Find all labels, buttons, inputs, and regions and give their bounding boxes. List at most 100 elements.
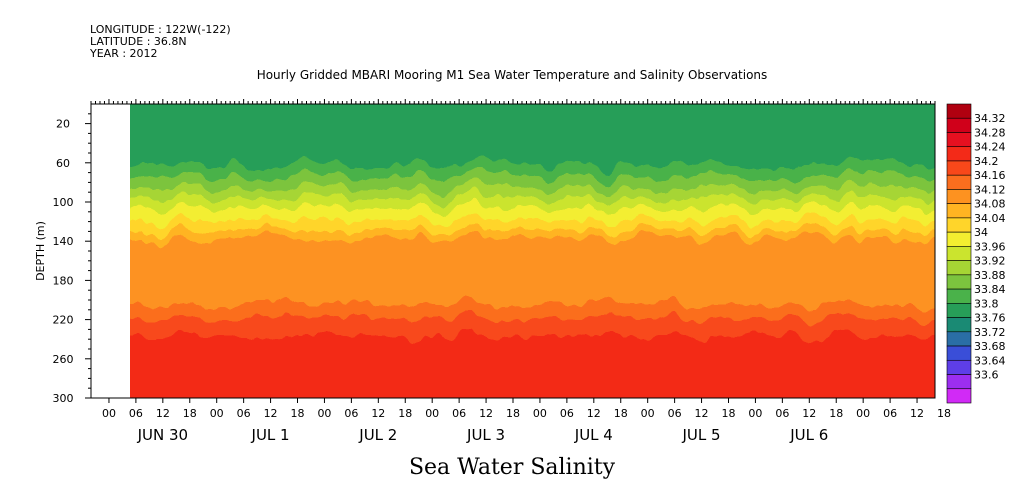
heatmap-band bbox=[130, 386, 936, 389]
x-hour-tick-label: 06 bbox=[129, 407, 143, 420]
heatmap-band bbox=[130, 292, 936, 295]
heatmap-band bbox=[130, 174, 936, 177]
heatmap-band bbox=[130, 238, 936, 241]
heatmap-band bbox=[130, 256, 936, 259]
heatmap-band bbox=[130, 272, 936, 275]
heatmap-band bbox=[130, 312, 936, 315]
x-day-label: JUL 1 bbox=[251, 426, 290, 444]
x-hour-tick-label: 06 bbox=[668, 407, 682, 420]
heatmap-band bbox=[130, 392, 936, 395]
colorbar-label: 34 bbox=[974, 226, 988, 239]
colorbar-swatch bbox=[946, 374, 972, 390]
heatmap-band bbox=[130, 310, 936, 313]
heatmap-band bbox=[130, 152, 936, 155]
colorbar-swatch bbox=[946, 203, 972, 219]
heatmap-band bbox=[130, 274, 936, 277]
heatmap-band bbox=[130, 186, 936, 189]
heatmap-band bbox=[130, 278, 936, 281]
heatmap-band bbox=[130, 196, 936, 199]
heatmap-band bbox=[130, 212, 936, 215]
colorbar-swatch bbox=[946, 189, 972, 204]
heatmap-band bbox=[130, 240, 936, 243]
heatmap-band bbox=[130, 230, 936, 233]
heatmap-band bbox=[130, 388, 936, 391]
heatmap-band bbox=[130, 148, 936, 151]
heatmap-band bbox=[130, 304, 936, 307]
heatmap-band bbox=[130, 168, 936, 171]
heatmap-band bbox=[130, 144, 936, 147]
heatmap-band bbox=[110, 100, 955, 103]
x-hour-tick-label: 18 bbox=[183, 407, 197, 420]
x-day-label: JUL 3 bbox=[466, 426, 505, 444]
colorbar-swatch bbox=[946, 331, 972, 347]
heatmap-band bbox=[130, 390, 936, 393]
x-hour-tick-label: 18 bbox=[398, 407, 412, 420]
year-label: YEAR : 2012 bbox=[90, 47, 158, 60]
x-hour-tick-label: 18 bbox=[829, 407, 843, 420]
heatmap-band bbox=[110, 96, 955, 99]
heatmap-band bbox=[130, 336, 936, 339]
x-hour-tick-label: 06 bbox=[775, 407, 789, 420]
heatmap-band bbox=[130, 178, 936, 181]
heatmap-band bbox=[130, 250, 936, 253]
heatmap-band bbox=[130, 394, 936, 397]
colorbar-swatch bbox=[946, 345, 972, 361]
heatmap-band bbox=[130, 364, 936, 367]
x-hour-tick-label: 06 bbox=[560, 407, 574, 420]
heatmap-band bbox=[130, 210, 936, 213]
heatmap-band bbox=[130, 234, 936, 237]
colorbar-label: 33.76 bbox=[974, 312, 1006, 325]
colorbar-label: 33.84 bbox=[974, 283, 1006, 296]
heatmap-band bbox=[130, 316, 936, 319]
colorbar-label: 33.68 bbox=[974, 340, 1006, 353]
heatmap-band bbox=[130, 322, 936, 325]
heatmap-band bbox=[130, 252, 936, 255]
heatmap-band bbox=[110, 90, 955, 93]
y-tick-label: 300 bbox=[53, 392, 74, 405]
heatmap-band bbox=[130, 172, 936, 175]
heatmap-band bbox=[130, 330, 936, 333]
heatmap-band bbox=[130, 352, 936, 355]
heatmap-band bbox=[130, 220, 936, 223]
x-hour-tick-label: 12 bbox=[156, 407, 170, 420]
heatmap-band bbox=[110, 400, 955, 403]
heatmap-band bbox=[130, 338, 936, 341]
heatmap-band bbox=[130, 348, 936, 351]
heatmap-band bbox=[130, 242, 936, 245]
heatmap-band bbox=[130, 372, 936, 375]
colorbar-label: 33.6 bbox=[974, 369, 999, 382]
heatmap-field bbox=[110, 88, 955, 403]
heatmap-band bbox=[130, 334, 936, 337]
x-hour-tick-label: 00 bbox=[641, 407, 655, 420]
heatmap-band bbox=[130, 280, 936, 283]
colorbar-swatch bbox=[946, 231, 972, 247]
heatmap-band bbox=[110, 92, 955, 95]
x-hour-tick-label: 00 bbox=[856, 407, 870, 420]
heatmap-band bbox=[130, 368, 936, 371]
heatmap-band bbox=[130, 192, 936, 195]
x-hour-tick-label: 06 bbox=[344, 407, 358, 420]
heatmap-band bbox=[130, 108, 936, 111]
heatmap-band bbox=[130, 302, 936, 305]
heatmap-band bbox=[130, 124, 936, 127]
heatmap-band bbox=[110, 88, 955, 91]
heatmap-band bbox=[130, 374, 936, 377]
heatmap-band bbox=[130, 254, 936, 257]
heatmap-band bbox=[130, 258, 936, 261]
longitude-label: LONGITUDE : 122W(-122) bbox=[90, 23, 231, 36]
heatmap-band bbox=[130, 236, 936, 239]
heatmap-band bbox=[130, 396, 936, 398]
heatmap-band bbox=[130, 332, 936, 335]
heatmap-band bbox=[130, 150, 936, 153]
x-hour-tick-label: 06 bbox=[237, 407, 251, 420]
heatmap-band bbox=[130, 294, 936, 297]
colorbar-label: 33.88 bbox=[974, 269, 1006, 282]
x-hour-tick-label: 06 bbox=[452, 407, 466, 420]
heatmap-band bbox=[130, 228, 936, 231]
heatmap-band bbox=[130, 226, 936, 229]
heatmap-band bbox=[130, 164, 936, 167]
colorbar-label: 33.64 bbox=[974, 354, 1006, 367]
heatmap-band bbox=[130, 366, 936, 369]
x-day-label: JUL 5 bbox=[682, 426, 721, 444]
heatmap-band bbox=[130, 358, 936, 361]
